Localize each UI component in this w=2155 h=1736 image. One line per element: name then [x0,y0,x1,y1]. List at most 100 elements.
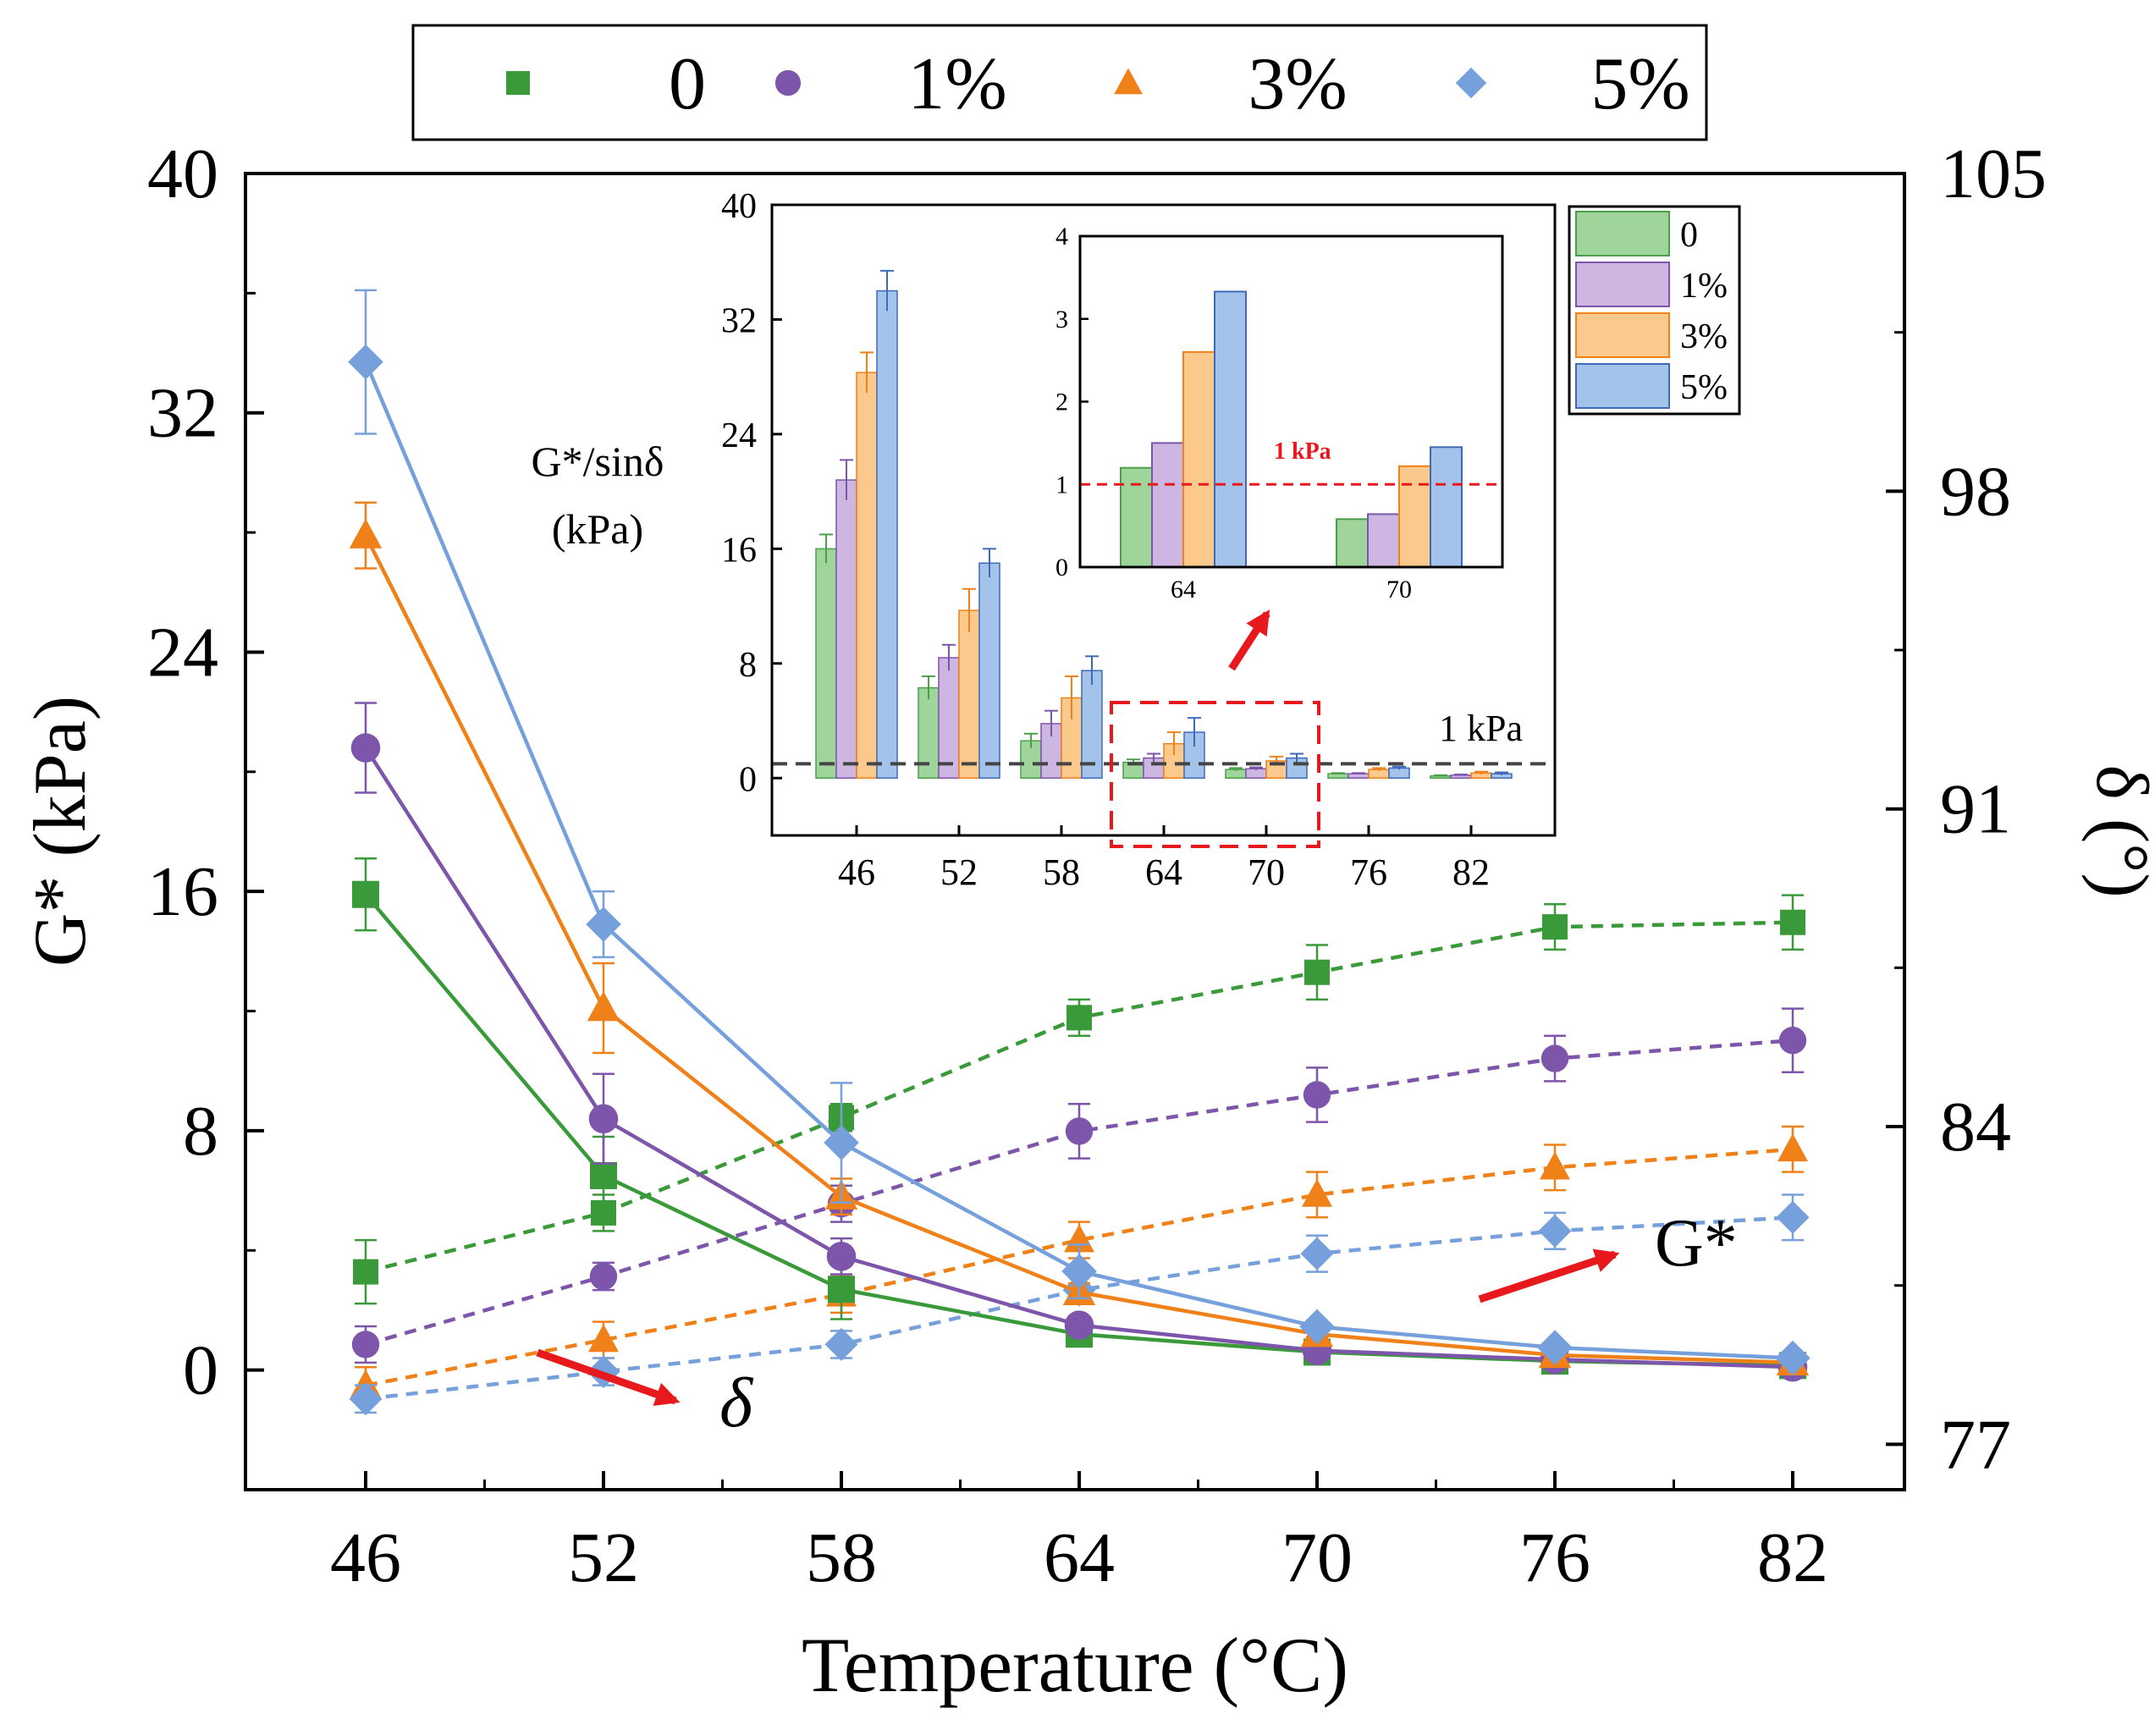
gstar-point-5% [1775,1340,1811,1376]
inset-x-tick-label: 52 [940,851,978,893]
y-left-tick-label: 40 [147,135,218,213]
inset-x-tick-label: 46 [838,851,875,893]
inset-x-tick-label: 76 [1350,851,1387,893]
zoom-bar-3%-70 [1398,465,1431,568]
inset-bar-5%-76 [1388,767,1410,780]
legend-label-3: 5% [1590,43,1689,125]
y-right-tick-label: 91 [1940,770,2011,849]
zoom-reference-label: 1 kPa [1274,438,1331,465]
x-tick-label: 82 [1757,1518,1828,1597]
inset-legend-label-1%: 1% [1680,267,1728,306]
gstar-trend-arrow [1478,1248,1620,1303]
delta-point-1% [351,1331,380,1358]
delta-point-3% [588,1324,619,1353]
y-right-tick-label: 105 [1940,135,2047,213]
y-left-tick-label: 8 [183,1092,218,1171]
delta-point-1% [589,1262,618,1291]
delta-point-3% [1302,1178,1332,1207]
legend: 0 1% 3% 5% [411,24,1708,141]
legend-marker-0 [506,71,530,95]
inset-bar-5%-58 [1081,670,1103,780]
zoom-x-tick-label: 64 [1171,576,1196,603]
x-tick-label: 46 [330,1518,401,1597]
gstar-point-5% [586,907,621,942]
legend-box [411,24,1708,141]
inset-y-tick-label: 32 [721,301,757,340]
delta-point-0 [1304,959,1330,985]
inset-y-tick-label: 24 [721,416,757,455]
delta-point-1% [1540,1044,1569,1072]
x-tick-label: 76 [1519,1518,1590,1597]
inset-y-label-line1: G*/sinδ [532,438,664,485]
legend-label-0: 0 [669,43,706,125]
inset-y-label-line2: (kPa) [552,505,643,553]
delta-point-5% [1538,1214,1572,1248]
y-axis-label-left: G* (kPa) [19,696,102,967]
inset-bar-0-46 [815,548,837,780]
inset-bar-3%-52 [958,609,980,780]
delta-point-3% [1540,1151,1570,1180]
delta-point-1% [1778,1026,1807,1055]
y-right-tick-label: 84 [1940,1088,2011,1166]
x-tick-label: 70 [1281,1518,1353,1597]
delta-annotation: δ [719,1364,754,1442]
zoom-bar-1%-64 [1151,442,1184,568]
inset-legend-swatch-3% [1575,312,1670,358]
zoom-x-tick-label: 70 [1386,576,1412,603]
gstar-point-1% [826,1242,857,1271]
delta-point-0 [1780,909,1805,935]
inset-x-tick-label: 64 [1145,851,1182,893]
gstar-point-1% [350,733,381,763]
gstar-point-5% [1061,1254,1097,1289]
inset-legend-label-3%: 3% [1680,317,1728,356]
zoom-highlight-box [1110,701,1320,848]
y-axis-label-right: δ (°) [2081,764,2155,897]
delta-point-0 [1066,1005,1092,1031]
inset-plot-frame [770,203,1557,837]
y-left-tick-label: 32 [147,374,218,453]
inset-legend-swatch-1% [1575,262,1670,307]
gstar-annotation: G* [1655,1206,1738,1281]
gstar-point-3% [587,991,620,1022]
y-left-tick-label: 16 [147,852,218,931]
inset-reference-label: 1 kPa [1439,708,1523,749]
zoom-bar-5%-64 [1214,290,1247,568]
y-right-tick-label: 98 [1940,452,2011,531]
y-left-tick-label: 0 [183,1331,218,1410]
legend-marker-3 [1455,67,1487,99]
delta-point-5% [1776,1200,1810,1234]
x-tick-label: 52 [568,1518,639,1597]
delta-point-0 [353,1259,378,1285]
zoom-plot-frame [1078,234,1504,569]
delta-point-0 [1542,914,1568,940]
y-right-tick-label: 77 [1940,1405,2011,1484]
delta-trend-arrow [536,1348,681,1406]
zoom-bar-0-70 [1336,518,1369,568]
gstar-point-0 [828,1276,855,1303]
delta-point-5% [824,1327,858,1361]
delta-point-5% [349,1382,383,1416]
inset-bar-1%-46 [835,479,857,780]
legend-marker-1 [774,69,802,96]
zoom-bar-0-64 [1120,466,1153,569]
inset-y-tick-label: 0 [739,760,757,799]
gstar-point-5% [824,1125,859,1160]
inset-legend-swatch-0 [1575,211,1670,256]
y-left-tick-label: 24 [147,613,218,692]
zoom-y-tick-label: 2 [1055,389,1068,416]
inset-x-tick-label: 70 [1248,851,1285,893]
zoom-inset: 0 1 2 3 4 64 70 1 kPa [1055,223,1504,603]
inset-bar-3%-46 [856,372,878,780]
legend-label-2: 3% [1248,43,1347,125]
zoom-y-tick-label: 1 [1055,471,1068,499]
inset-bar-1%-52 [938,657,960,780]
delta-point-1% [1065,1117,1094,1145]
gstar-point-1% [588,1104,619,1134]
gstar-point-1% [1064,1310,1094,1340]
inset-legend-label-0: 0 [1680,216,1698,255]
legend-marker-2 [1114,68,1143,95]
zoom-bar-1%-70 [1367,513,1400,569]
main-plot-frame [244,172,1906,1491]
